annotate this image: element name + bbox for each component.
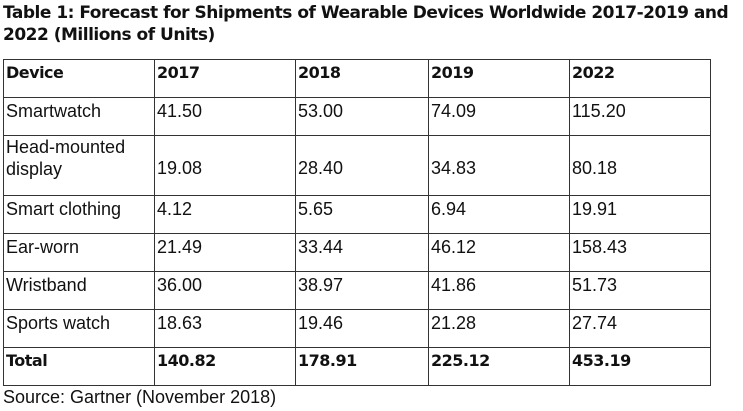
- value-cell: 33.44: [295, 233, 429, 272]
- device-cell: Smart clothing: [3, 195, 155, 234]
- value-cell: 6.94: [428, 195, 570, 234]
- value-cell: 28.40: [295, 135, 429, 196]
- value-cell: 4.12: [154, 195, 296, 234]
- value-cell: 5.65: [295, 195, 429, 234]
- device-cell: Sports watch: [3, 309, 155, 348]
- value-cell: 115.20: [569, 97, 711, 136]
- total-2019: 225.12: [428, 347, 570, 386]
- value-cell: 19.91: [569, 195, 711, 234]
- value-cell: 36.00: [154, 271, 296, 310]
- value-cell: 158.43: [569, 233, 711, 272]
- value-cell: 19.46: [295, 309, 429, 348]
- value-cell: 51.73: [569, 271, 711, 310]
- header-device: Device: [3, 59, 155, 98]
- source-note: Source: Gartner (November 2018): [3, 387, 277, 407]
- value-cell: 21.49: [154, 233, 296, 272]
- header-2018: 2018: [295, 59, 429, 98]
- header-2019: 2019: [428, 59, 570, 98]
- table-total-row: Total 140.82 178.91 225.12 453.19: [3, 347, 711, 386]
- value-cell: 18.63: [154, 309, 296, 348]
- value-cell: 74.09: [428, 97, 570, 136]
- value-cell: 34.83: [428, 135, 570, 196]
- header-2017: 2017: [154, 59, 296, 98]
- total-2022: 453.19: [569, 347, 711, 386]
- table-row: Sports watch 18.63 19.46 21.28 27.74: [3, 309, 711, 348]
- device-cell: Wristband: [3, 271, 155, 310]
- table-row: Smart clothing 4.12 5.65 6.94 19.91: [3, 195, 711, 234]
- device-cell: Ear-worn: [3, 233, 155, 272]
- value-cell: 21.28: [428, 309, 570, 348]
- device-cell: Head-mounted display: [3, 135, 155, 196]
- value-cell: 80.18: [569, 135, 711, 196]
- value-cell: 19.08: [154, 135, 296, 196]
- value-cell: 38.97: [295, 271, 429, 310]
- table-header-row: Device 2017 2018 2019 2022: [3, 59, 711, 98]
- value-cell: 41.50: [154, 97, 296, 136]
- table-row: Smartwatch 41.50 53.00 74.09 115.20: [3, 97, 711, 136]
- total-2017: 140.82: [154, 347, 296, 386]
- table-row: Head-mounted display 19.08 28.40 34.83 8…: [3, 135, 711, 196]
- table-row: Ear-worn 21.49 33.44 46.12 158.43: [3, 233, 711, 272]
- value-cell: 46.12: [428, 233, 570, 272]
- total-2018: 178.91: [295, 347, 429, 386]
- value-cell: 53.00: [295, 97, 429, 136]
- device-cell: Smartwatch: [3, 97, 155, 136]
- value-cell: 27.74: [569, 309, 711, 348]
- header-2022: 2022: [569, 59, 711, 98]
- total-label: Total: [3, 347, 155, 386]
- table-row: Wristband 36.00 38.97 41.86 51.73: [3, 271, 711, 310]
- value-cell: 41.86: [428, 271, 570, 310]
- wearables-forecast-table: Device 2017 2018 2019 2022 Smartwatch 41…: [3, 59, 711, 386]
- table-title: Table 1: Forecast for Shipments of Weara…: [3, 3, 729, 45]
